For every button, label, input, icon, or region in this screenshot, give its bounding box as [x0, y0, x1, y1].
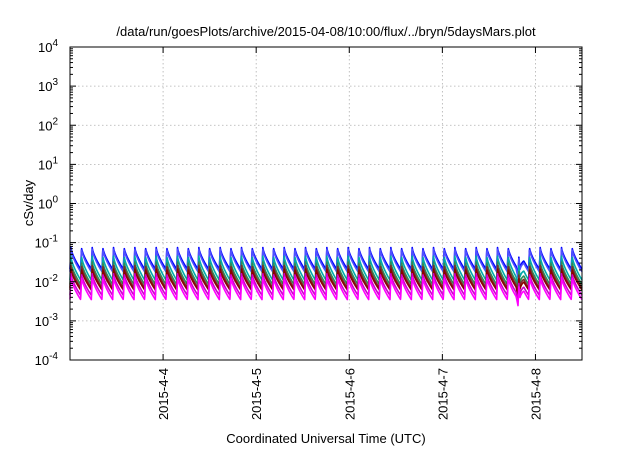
grid-lines: [70, 47, 582, 360]
x-tick-label: 2015-4-8: [528, 368, 543, 420]
y-tick-label: 100: [38, 195, 58, 212]
y-tick-label: 10-1: [35, 234, 59, 251]
y-tick-label: 10-4: [35, 351, 59, 368]
x-tick-label: 2015-4-6: [342, 368, 357, 420]
y-tick-label: 10-3: [35, 312, 59, 329]
x-tick-labels: 2015-4-4 2015-4-5 2015-4-6 2015-4-7 2015-4-8: [156, 368, 543, 420]
x-tick-label: 2015-4-4: [156, 368, 171, 420]
y-tick-label: 103: [38, 77, 58, 94]
series-lines: [69, 246, 583, 307]
x-tick-label: 2015-4-7: [435, 368, 450, 420]
y-tick-labels: 10-4 10-3 10-2 10-1 100 101 102 103 104: [35, 38, 59, 368]
y-tick-label: 10-2: [35, 273, 59, 290]
x-axis-label: Coordinated Universal Time (UTC): [226, 431, 425, 446]
x-tick-label: 2015-4-5: [249, 368, 264, 420]
series-line-8: [69, 276, 583, 307]
y-tick-label: 104: [38, 38, 58, 55]
chart-title: /data/run/goesPlots/archive/2015-04-08/1…: [116, 24, 536, 39]
axis-ticks: [70, 46, 582, 361]
y-tick-label: 101: [38, 155, 58, 172]
y-tick-label: 102: [38, 116, 58, 133]
y-axis-label: cSv/day: [21, 179, 36, 226]
